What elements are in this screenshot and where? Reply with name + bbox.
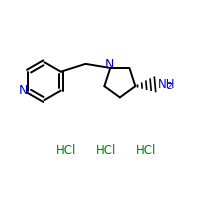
Text: HCl: HCl (135, 144, 156, 157)
Text: NH: NH (158, 78, 176, 91)
Text: HCl: HCl (56, 144, 76, 157)
Text: N: N (19, 84, 28, 97)
Text: HCl: HCl (96, 144, 116, 157)
Text: N: N (105, 58, 114, 71)
Text: 2: 2 (167, 82, 172, 91)
